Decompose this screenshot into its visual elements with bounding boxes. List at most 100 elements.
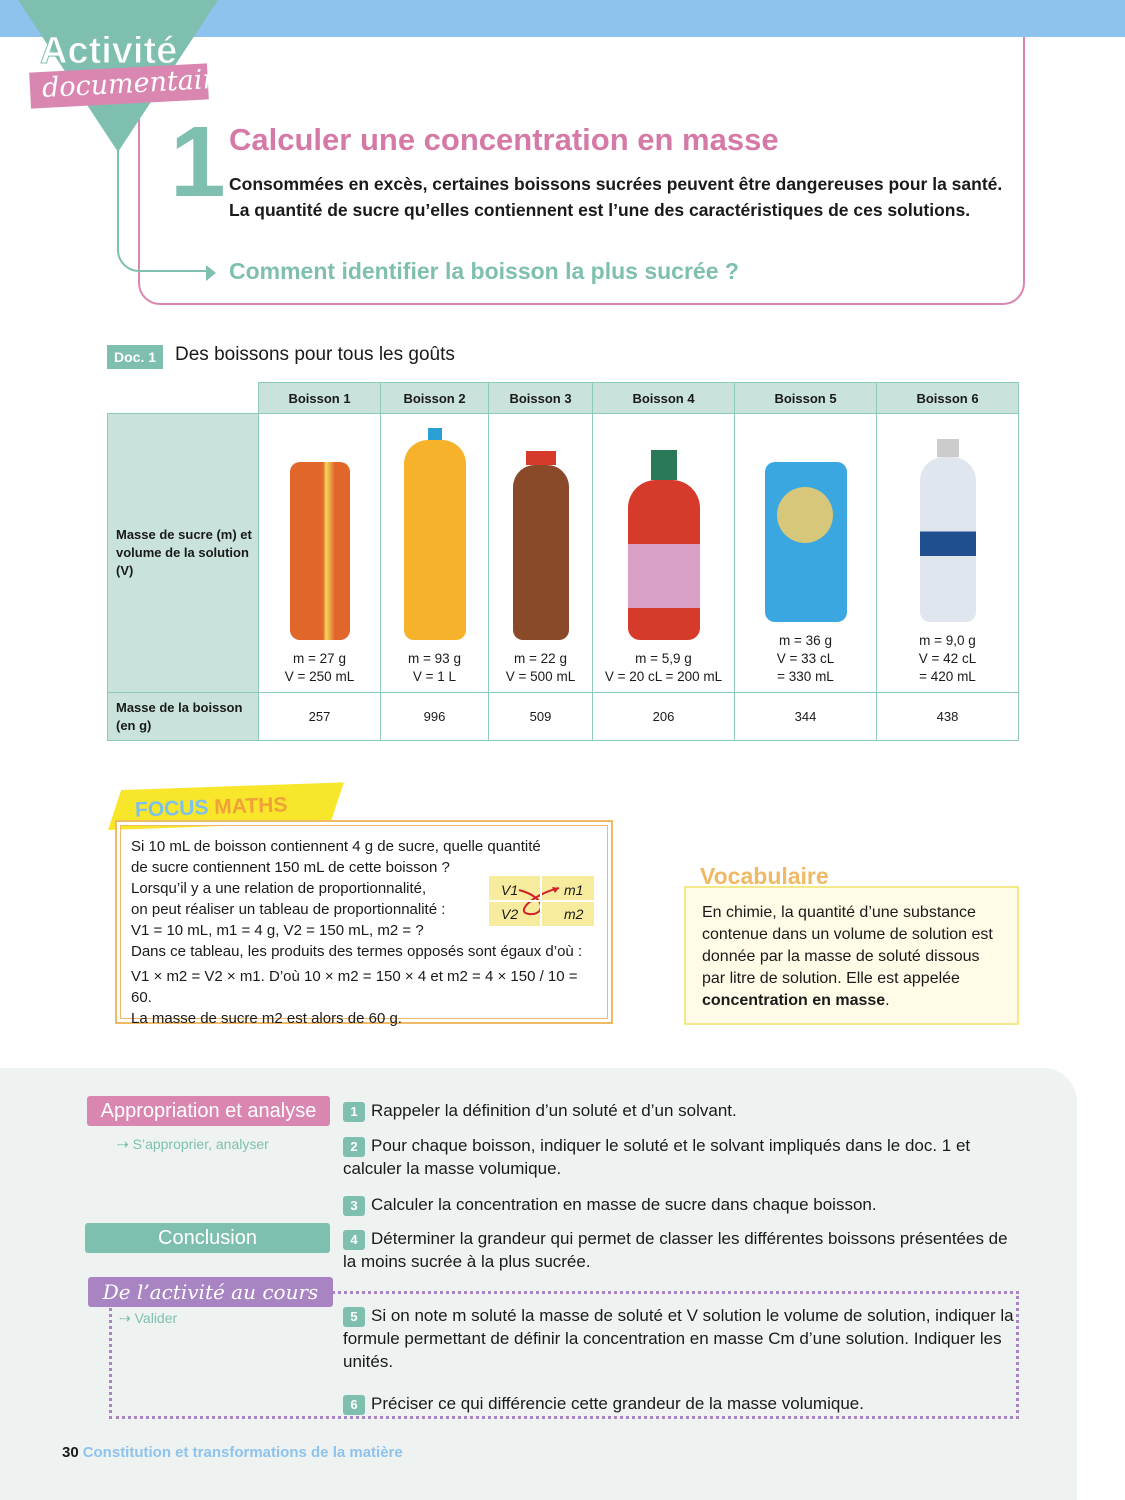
focus-line: V1 × m2 = V2 × m1. D’où 10 × m2 = 150 × … (131, 968, 578, 1006)
intro-text: Consommées en excès, certaines boissons … (229, 174, 1003, 220)
drink-mass: 438 (876, 692, 1019, 741)
main-question: Comment identifier la boisson la plus su… (229, 258, 739, 284)
focus-line: La masse de sucre m2 est alors de 60 g. (131, 1010, 402, 1027)
question-text: Calculer la concentration en masse de su… (371, 1195, 877, 1214)
question-text: Préciser ce qui différencie cette grande… (371, 1394, 864, 1413)
cours-tag: De l’activité au cours (88, 1277, 333, 1307)
question-text: Déterminer la grandeur qui permet de cla… (343, 1229, 1008, 1271)
vocab-end: . (885, 992, 890, 1009)
focus-line: on peut réaliser un tableau de proportio… (131, 901, 446, 918)
question-text: Si on note m soluté la masse de soluté e… (343, 1306, 1014, 1371)
drink-header: Boisson 2 (380, 382, 489, 414)
doc-title: Des boissons pour tous les goûts (175, 344, 455, 365)
proportionality-table: V1 m1 V2 m2 (489, 876, 594, 926)
question-item: 4 Déterminer la grandeur qui permet de cl… (343, 1227, 1023, 1273)
focus-label: FOCUS (134, 796, 209, 822)
drink-bottle-image (403, 428, 466, 640)
cours-sub: ⇢ Valider (119, 1310, 178, 1326)
page-number: 30 (62, 1444, 79, 1461)
intro-frame (138, 37, 1025, 305)
drink-header: Boisson 1 (258, 382, 381, 414)
drink-mass: 344 (734, 692, 877, 741)
drink-bottle-image (289, 462, 350, 640)
drink-header: Boisson 3 (488, 382, 593, 414)
drink-mass: 257 (258, 692, 381, 741)
focus-maths-box: Si 10 mL de boisson contiennent 4 g de s… (115, 820, 613, 1027)
volume: V = 20 cL = 200 mL (604, 669, 723, 684)
cell-v1: V1 (501, 882, 519, 898)
cell-m2: m2 (564, 906, 584, 922)
row-label-mass: Masse de la boisson (en g) (107, 692, 259, 741)
vocab-box: En chimie, la quantité d’une substance c… (684, 886, 1019, 1025)
sugar-mass: m = 22 g (514, 651, 567, 666)
sugar-mass: m = 27 g (293, 651, 346, 666)
focus-line: V1 = 10 mL, m1 = 4 g, V2 = 150 mL, m2 = … (131, 922, 424, 939)
volume: V = 250 mL (284, 669, 355, 684)
cours-dotted-frame (109, 1291, 1019, 1419)
drink-bottle-image (627, 450, 700, 640)
drink-header: Boisson 5 (734, 382, 877, 414)
footer: 30 Constitution et transformations de la … (62, 1444, 403, 1461)
drink-mass: 996 (380, 692, 489, 741)
focus-line: Dans ce tableau, les produits des termes… (131, 943, 583, 960)
arrow-right-icon (206, 265, 216, 281)
cell-v2: V2 (501, 906, 519, 922)
question-number: 5 (343, 1307, 365, 1327)
volume: V = 1 L (412, 669, 457, 684)
question-text: Rappeler la définition d’un soluté et d’… (371, 1101, 737, 1120)
question-number: 3 (343, 1196, 365, 1216)
doc-badge: Doc. 1 (107, 345, 164, 369)
focus-line: Lorsqu’il y a une relation de proportion… (131, 880, 427, 897)
chapter-title: Constitution et transformations de la ma… (82, 1444, 403, 1461)
drink-bottle-image (512, 451, 569, 640)
activity-number: 1 (170, 106, 226, 218)
question-text: Pour chaque boisson, indiquer le soluté … (343, 1136, 971, 1178)
row-label-sugar-volume: Masse de sucre (m) et volume de la solut… (107, 413, 259, 693)
question-number: 4 (343, 1230, 365, 1250)
drink-bottle-image (764, 462, 847, 622)
volume-converted: = 420 mL (919, 669, 976, 684)
question-item: 1 Rappeler la définition d’un soluté et d… (343, 1099, 1023, 1122)
question-item: 5 Si on note m soluté la masse de soluté … (343, 1304, 1023, 1373)
drink-mass: 206 (592, 692, 735, 741)
drink-cell: m = 5,9 g V = 20 cL = 200 mL (592, 413, 735, 693)
drink-cell: m = 93 g V = 1 L (380, 413, 489, 693)
drink-cell: m = 27 g V = 250 mL (258, 413, 381, 693)
question-item: 2 Pour chaque boisson, indiquer le soluté… (343, 1134, 1023, 1180)
drink-cell: m = 9,0 g V = 42 cL = 420 mL (876, 413, 1019, 693)
conclusion-tag: Conclusion (85, 1223, 330, 1253)
question-item: 3 Calculer la concentration en masse de s… (343, 1193, 1023, 1216)
question-number: 2 (343, 1137, 365, 1157)
drink-header: Boisson 6 (876, 382, 1019, 414)
empty-corner (107, 382, 259, 414)
vocab-term: concentration en masse (702, 992, 886, 1009)
sugar-mass: m = 5,9 g (635, 651, 692, 666)
drink-header: Boisson 4 (592, 382, 735, 414)
question-number: 6 (343, 1395, 365, 1415)
drink-bottle-image (919, 439, 976, 622)
volume: V = 33 cL (776, 651, 835, 666)
appropriation-sub: ⇢ S’approprier, analyser (117, 1136, 269, 1152)
volume-converted: = 330 mL (777, 669, 834, 684)
question-number: 1 (343, 1102, 365, 1122)
focus-line: de sucre contiennent 150 mL de cette boi… (131, 859, 450, 876)
page-title: Calculer une concentration en masse (229, 122, 779, 157)
drinks-table: Boisson 1 Boisson 2 Boisson 3 Boisson 4 Bois… (107, 382, 1019, 741)
drink-cell: m = 36 g V = 33 cL = 330 mL (734, 413, 877, 693)
drink-cell: m = 22 g V = 500 mL (488, 413, 593, 693)
question-item: 6 Préciser ce qui différencie cette grand… (343, 1392, 1023, 1415)
cell-m1: m1 (564, 882, 584, 898)
sugar-mass: m = 9,0 g (919, 633, 976, 648)
volume: V = 42 cL (918, 651, 977, 666)
focus-line: Si 10 mL de boisson contiennent 4 g de s… (131, 838, 541, 855)
vocab-text: En chimie, la quantité d’une substance c… (702, 904, 993, 987)
sugar-mass: m = 36 g (779, 633, 832, 648)
sugar-mass: m = 93 g (408, 651, 461, 666)
maths-label: MATHS (213, 793, 288, 819)
cross-arrow-icon (489, 876, 594, 926)
volume: V = 500 mL (505, 669, 576, 684)
drink-mass: 509 (488, 692, 593, 741)
appropriation-tag: Appropriation et analyse (87, 1096, 330, 1126)
connector-line (117, 150, 212, 272)
vocab-title: Vocabulaire (700, 863, 829, 889)
